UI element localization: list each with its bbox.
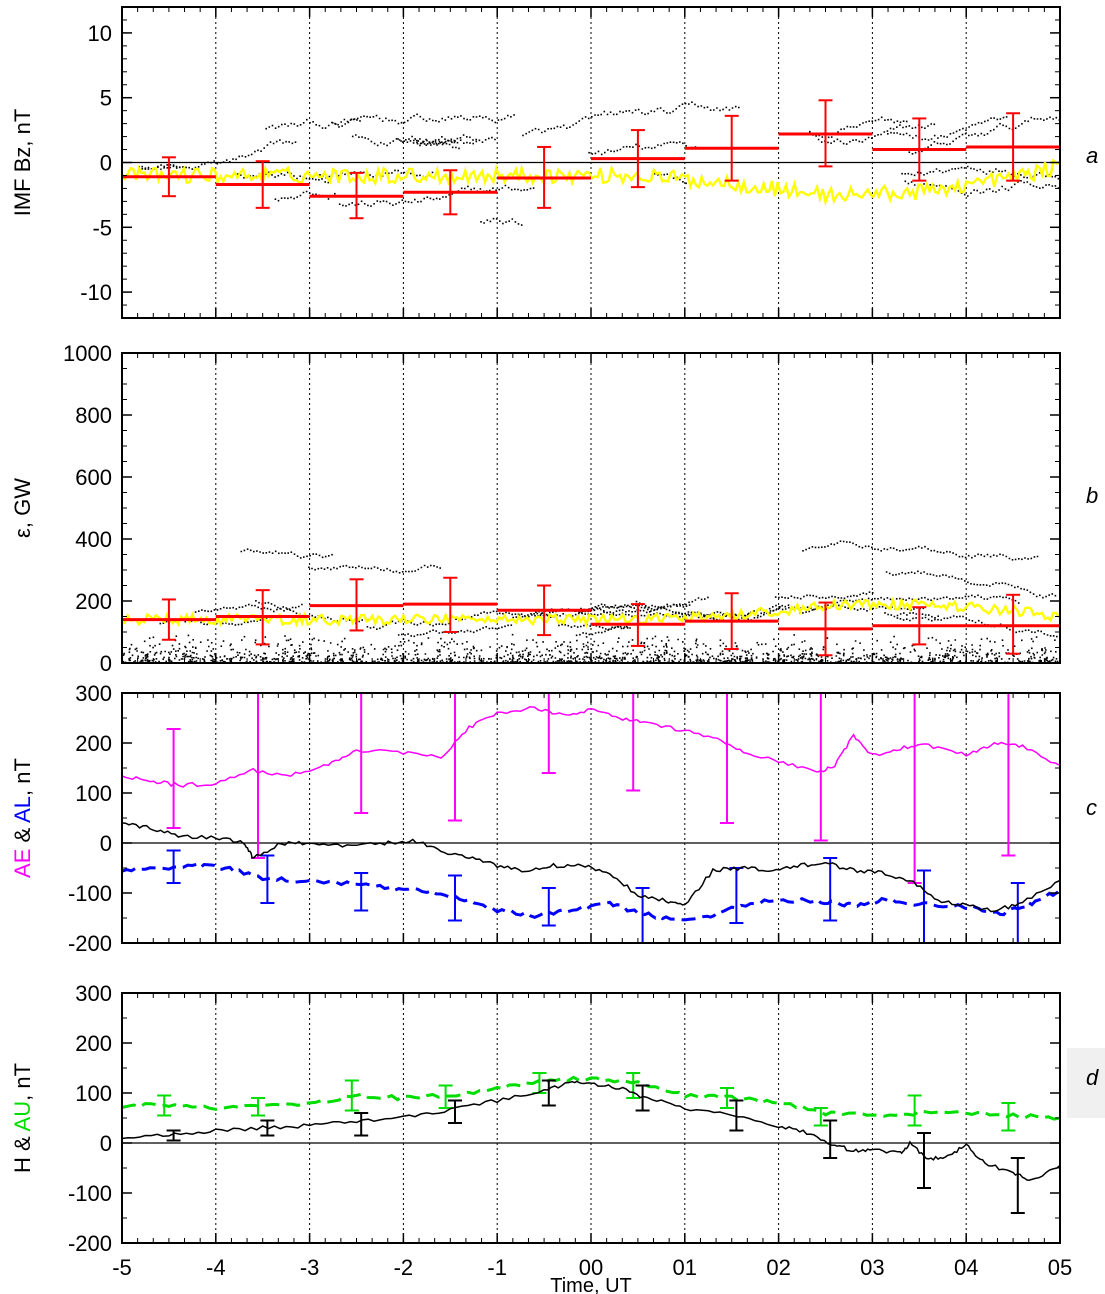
- y-tick-label: -200: [68, 931, 112, 956]
- x-tick-label: 01: [673, 1255, 697, 1280]
- data-point-trace: [802, 540, 1039, 561]
- data-point-trace: [240, 548, 333, 559]
- plot-area: [122, 1072, 1060, 1214]
- plot-area: [122, 693, 1060, 943]
- panel-a-imf-bz: -10 -5 0 5 10 IMF Bz, nT a: [10, 6, 1098, 319]
- data-point-trace: [265, 118, 361, 130]
- data-point-trace: [558, 623, 629, 631]
- y-tick-label: 300: [75, 981, 112, 1006]
- y-axis-label-part: , nT: [10, 758, 35, 796]
- data-point-trace: [308, 564, 441, 574]
- series-line-au: [122, 1075, 1060, 1121]
- y-tick-label: 10: [88, 21, 112, 46]
- y-axis-label-part: AU: [10, 1101, 35, 1132]
- data-point-trace: [331, 113, 515, 128]
- series-line-al: [122, 862, 1060, 922]
- y-tick-label: 600: [75, 465, 112, 490]
- plot-area: [122, 540, 1060, 663]
- x-tick-label: -5: [112, 1255, 132, 1280]
- panel-letter: c: [1086, 795, 1097, 820]
- y-axis-label: IMF Bz, nT: [10, 109, 35, 217]
- x-tick-label: 00: [579, 1255, 603, 1280]
- x-tick-label: 03: [860, 1255, 884, 1280]
- y-tick-label: -100: [68, 1181, 112, 1206]
- data-point-trace: [774, 591, 874, 600]
- y-tick-label: 200: [75, 731, 112, 756]
- series-line-h: [122, 1080, 1060, 1181]
- data-point-trace: [413, 136, 496, 147]
- y-tick-label: 0: [100, 651, 112, 676]
- y-tick-label: 1000: [63, 341, 112, 366]
- x-tick-label: -1: [487, 1255, 507, 1280]
- plot-area: [122, 99, 1060, 226]
- x-axis-label: Time, UT: [550, 1275, 631, 1294]
- data-point-trace: [884, 612, 939, 619]
- y-tick-label: 0: [100, 1131, 112, 1156]
- panel-letter: d: [1086, 1065, 1099, 1090]
- y-axis-label: AE & AL, nT: [10, 758, 35, 878]
- y-tick-label: 0: [100, 151, 112, 176]
- running-mean-line: [122, 158, 1060, 207]
- data-point-trace: [885, 570, 1057, 599]
- y-tick-label: 100: [75, 1081, 112, 1106]
- y-tick-label: -10: [80, 280, 112, 305]
- y-tick-label: 0: [100, 831, 112, 856]
- data-point-trace: [138, 139, 297, 170]
- y-axis-label-part: AL: [10, 796, 35, 823]
- data-point-trace: [588, 141, 697, 156]
- y-axis-label-part: &: [10, 1131, 35, 1157]
- y-axis-label-part: H: [10, 1157, 35, 1173]
- data-point-trace: [338, 184, 535, 207]
- y-tick-label: 400: [75, 527, 112, 552]
- y-tick-label: 200: [75, 589, 112, 614]
- x-tick-label: -3: [300, 1255, 320, 1280]
- panel-d-tag-background: [1067, 1048, 1105, 1118]
- y-tick-label: 200: [75, 1031, 112, 1056]
- panel-letter: a: [1086, 143, 1098, 168]
- y-tick-label: 300: [75, 681, 112, 706]
- panel-d-h-au: -200 -100 0 100 200 300 H & AU, nT d: [10, 981, 1099, 1256]
- panel-letter: b: [1086, 483, 1098, 508]
- x-axis: -5 -4 -3 -2 -1 00 01 02 03 04 05 Time, UT: [112, 1255, 1072, 1294]
- data-point-trace: [351, 134, 460, 150]
- panel-c-ae-al: -200 -100 0 100 200 300 AE & AL, nT c: [10, 681, 1097, 956]
- x-tick-label: 05: [1048, 1255, 1072, 1280]
- series-line-reference: [122, 822, 1060, 913]
- panel-b-epsilon: 0 200 400 600 800 1000 ε, GW b: [10, 341, 1098, 676]
- x-tick-label: 04: [954, 1255, 978, 1280]
- y-axis-label-part: &: [10, 823, 35, 849]
- data-point-trace: [887, 116, 1008, 141]
- x-tick-label: -2: [394, 1255, 414, 1280]
- data-point-trace: [194, 603, 303, 613]
- y-tick-label: -100: [68, 881, 112, 906]
- series-line-ae: [122, 706, 1060, 788]
- x-tick-label: -4: [206, 1255, 226, 1280]
- data-point-trace: [579, 625, 631, 636]
- x-tick-label: 02: [766, 1255, 790, 1280]
- data-point-trace: [397, 624, 513, 638]
- y-axis-label: ε, GW: [10, 478, 35, 538]
- y-tick-label: 800: [75, 403, 112, 428]
- y-axis-label-part: AE: [10, 849, 35, 878]
- data-point-trace: [480, 217, 523, 226]
- y-tick-label: -200: [68, 1231, 112, 1256]
- y-tick-label: 100: [75, 781, 112, 806]
- data-point-trace: [522, 101, 740, 137]
- data-point-trace: [817, 123, 936, 145]
- y-tick-label: -5: [92, 215, 112, 240]
- y-axis-label: H & AU, nT: [10, 1063, 35, 1173]
- y-axis-label-part: , nT: [10, 1063, 35, 1101]
- y-tick-label: 5: [100, 86, 112, 111]
